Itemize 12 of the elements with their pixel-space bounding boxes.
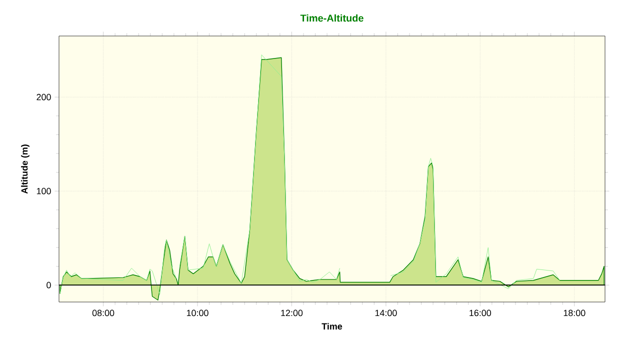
- y-tick-label: 200: [36, 94, 51, 100]
- x-tick-label: 10:00: [186, 310, 208, 316]
- y-axis-title: Altitude (m): [21, 144, 30, 194]
- x-tick-label: 12:00: [281, 310, 303, 316]
- chart-title: Time-Altitude: [300, 14, 364, 22]
- x-axis-title: Time: [322, 322, 342, 330]
- x-tick-label: 16:00: [470, 310, 492, 316]
- y-tick-label: 100: [36, 188, 51, 194]
- y-tick-label: 0: [46, 282, 51, 288]
- x-tick-label: 14:00: [375, 310, 397, 316]
- x-tick-label: 08:00: [92, 310, 114, 316]
- x-tick-label: 18:00: [564, 310, 586, 316]
